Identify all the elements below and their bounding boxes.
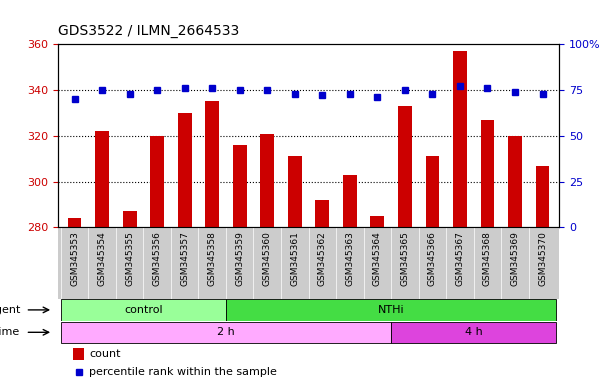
Text: time: time bbox=[0, 327, 21, 337]
Text: GSM345366: GSM345366 bbox=[428, 231, 437, 286]
Text: GSM345368: GSM345368 bbox=[483, 231, 492, 286]
Text: GSM345370: GSM345370 bbox=[538, 231, 547, 286]
Bar bbox=[68, 218, 81, 227]
Text: GSM345363: GSM345363 bbox=[345, 231, 354, 286]
Text: GSM345353: GSM345353 bbox=[70, 231, 79, 286]
Bar bbox=[233, 145, 247, 227]
Text: GSM345358: GSM345358 bbox=[208, 231, 217, 286]
Bar bbox=[150, 136, 164, 227]
Bar bbox=[226, 299, 556, 321]
Bar bbox=[481, 120, 494, 227]
Bar bbox=[536, 166, 549, 227]
Text: GSM345362: GSM345362 bbox=[318, 231, 327, 286]
Text: NTHi: NTHi bbox=[378, 305, 404, 315]
Text: GSM345364: GSM345364 bbox=[373, 231, 382, 286]
Text: GSM345360: GSM345360 bbox=[263, 231, 272, 286]
Text: GSM345361: GSM345361 bbox=[290, 231, 299, 286]
Bar bbox=[453, 51, 467, 227]
Text: GSM345367: GSM345367 bbox=[455, 231, 464, 286]
Text: agent: agent bbox=[0, 305, 21, 315]
Text: percentile rank within the sample: percentile rank within the sample bbox=[89, 367, 277, 377]
Text: GSM345355: GSM345355 bbox=[125, 231, 134, 286]
Bar bbox=[95, 131, 109, 227]
Text: GSM345365: GSM345365 bbox=[400, 231, 409, 286]
Bar bbox=[178, 113, 192, 227]
Text: count: count bbox=[89, 349, 120, 359]
Bar bbox=[343, 175, 357, 227]
Text: GSM345369: GSM345369 bbox=[511, 231, 519, 286]
Bar bbox=[391, 321, 556, 343]
Text: GDS3522 / ILMN_2664533: GDS3522 / ILMN_2664533 bbox=[58, 25, 240, 38]
Bar bbox=[398, 106, 412, 227]
Bar bbox=[508, 136, 522, 227]
Bar bbox=[123, 212, 136, 227]
Bar bbox=[73, 348, 84, 360]
Bar bbox=[288, 156, 302, 227]
Text: 4 h: 4 h bbox=[465, 327, 483, 337]
Bar bbox=[61, 321, 391, 343]
Bar bbox=[370, 216, 384, 227]
Bar bbox=[425, 156, 439, 227]
Bar bbox=[260, 134, 274, 227]
Bar bbox=[315, 200, 329, 227]
Text: GSM345354: GSM345354 bbox=[98, 231, 106, 286]
Text: GSM345357: GSM345357 bbox=[180, 231, 189, 286]
Bar bbox=[61, 299, 226, 321]
Text: 2 h: 2 h bbox=[217, 327, 235, 337]
Text: control: control bbox=[124, 305, 163, 315]
Text: GSM345356: GSM345356 bbox=[153, 231, 162, 286]
Text: GSM345359: GSM345359 bbox=[235, 231, 244, 286]
Bar bbox=[205, 101, 219, 227]
